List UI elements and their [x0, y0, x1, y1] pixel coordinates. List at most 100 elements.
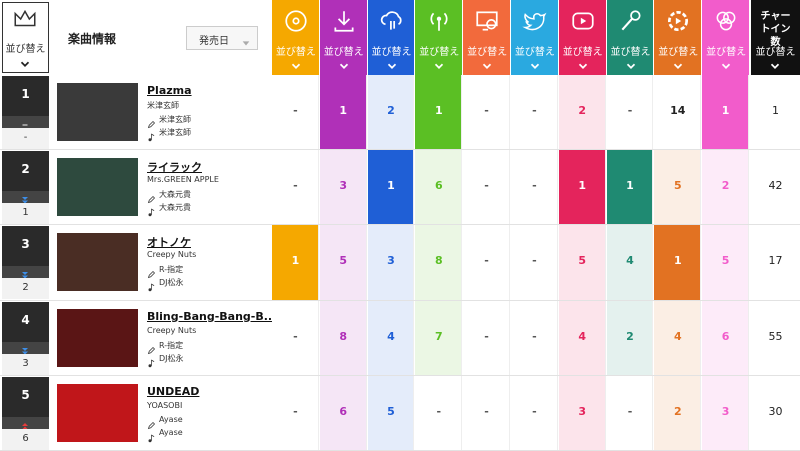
metric-icon-svg [380, 11, 402, 30]
metric-header[interactable] [511, 0, 558, 75]
metric-value: 2 [721, 179, 730, 193]
metric-cell [319, 375, 367, 450]
metric-value: 1 [721, 104, 730, 117]
composer: DJ松永 [159, 278, 184, 288]
metric-value: 3 [387, 254, 395, 268]
metric-cell [654, 150, 702, 225]
song-title[interactable]: オトノケ [147, 236, 191, 250]
metric-icon [474, 8, 500, 34]
metric-cell [367, 75, 415, 150]
previous-rank-bg [2, 428, 49, 450]
trend-icon-svg [22, 124, 28, 126]
chevron [17, 56, 33, 70]
song-title[interactable]: ライラック [147, 161, 202, 175]
sort-label[interactable]: 並び替え [5, 44, 46, 55]
sort-label[interactable]: 並び替え [658, 47, 699, 58]
chevron-svg [770, 63, 780, 69]
metric-icon-svg [716, 11, 736, 31]
metric-cell [367, 150, 415, 225]
metric-cell [319, 300, 367, 375]
metric-value: - [484, 179, 489, 193]
metric-value: 1 [673, 254, 682, 268]
composer: 米津玄師 [159, 128, 191, 137]
note-icon-svg [148, 208, 155, 217]
row-divider [0, 224, 800, 226]
dropdown[interactable]: 発売日 [186, 26, 258, 50]
metric-value: 2 [626, 329, 634, 343]
metric-value: 1 [578, 179, 587, 193]
metric-header[interactable] [558, 0, 606, 75]
song-title[interactable]: UNDEAD [147, 384, 200, 398]
metric-cell [272, 375, 319, 450]
rank-number: 5 [21, 387, 30, 402]
metric-icon-svg [621, 10, 641, 31]
artist: Creepy Nuts [147, 250, 197, 260]
rank-number: 3 [21, 237, 30, 252]
trend-icon-svg [22, 422, 28, 430]
dropdown-arrow [240, 33, 252, 46]
trend-icon-svg [22, 197, 28, 204]
metric-cell [511, 225, 558, 300]
metric-icon [379, 8, 405, 34]
artist: Mrs.GREEN APPLE [147, 175, 219, 185]
chart-in-value: 55 [768, 329, 783, 343]
metric-value: 6 [721, 329, 730, 343]
metric-value: - [484, 104, 489, 117]
sort-label[interactable]: 並び替え [610, 47, 651, 58]
lyricist: Ayase [159, 414, 183, 424]
sort-label[interactable]: 並び替え [562, 47, 603, 58]
song-info-label: 楽曲情報 [68, 32, 117, 46]
sort-label[interactable]: 並び替え [419, 47, 460, 58]
sort-label[interactable]: 並び替え [755, 47, 796, 58]
previous-rank-bg [2, 353, 49, 375]
previous-rank-bg [2, 128, 49, 149]
dropdown-arrow-svg [242, 41, 250, 46]
chevron-svg [483, 63, 492, 69]
metric-cell [511, 375, 558, 450]
trend-icon-svg [22, 272, 28, 279]
previous-rank: 3 [22, 357, 29, 369]
rank-header[interactable] [2, 2, 49, 73]
metric-cell [463, 300, 510, 375]
sort-label[interactable]: 並び替え [323, 47, 364, 58]
metric-header[interactable] [606, 0, 654, 75]
song-title[interactable]: Plazma [147, 84, 192, 97]
thumbnail [57, 83, 138, 141]
metric-cell [272, 300, 319, 375]
metric-value: - [532, 104, 537, 117]
chevron [670, 58, 686, 72]
metric-icon-svg [668, 10, 689, 32]
note-icon [147, 202, 156, 217]
previous-rank: 6 [22, 432, 29, 444]
metric-header[interactable] [272, 0, 319, 75]
rank-box [2, 76, 49, 116]
chart-in-value: 30 [768, 404, 783, 418]
song-title[interactable]: Bling-Bang-Bang-B... [147, 309, 272, 323]
metric-header[interactable] [415, 0, 463, 75]
metric-cell [463, 225, 510, 300]
metric-cell [511, 75, 558, 150]
crown-icon [11, 6, 39, 32]
metric-value: 1 [626, 179, 634, 193]
chevron [288, 58, 304, 72]
sort-label[interactable]: 並び替え [467, 47, 508, 58]
metric-cell [558, 75, 606, 150]
metric-icon-svg [476, 11, 498, 31]
metric-value: 7 [434, 329, 443, 343]
composer: Ayase [159, 427, 183, 437]
metric-value: - [293, 404, 298, 418]
metric-icon [665, 8, 691, 34]
sort-label[interactable]: 並び替え [371, 47, 412, 58]
metric-value: - [627, 104, 633, 117]
rank-box [2, 301, 49, 342]
sort-label[interactable]: 並び替え [275, 47, 316, 58]
chart-in-header[interactable] [751, 0, 800, 75]
metric-value: - [532, 254, 537, 268]
artist: YOASOBI [147, 400, 183, 410]
metric-cell [463, 375, 510, 450]
sort-label[interactable]: 並び替え [706, 47, 747, 58]
metric-cell [415, 225, 463, 300]
metric-cell [463, 150, 510, 225]
chevron-svg [674, 63, 683, 69]
sort-label[interactable]: 並び替え [514, 47, 555, 58]
